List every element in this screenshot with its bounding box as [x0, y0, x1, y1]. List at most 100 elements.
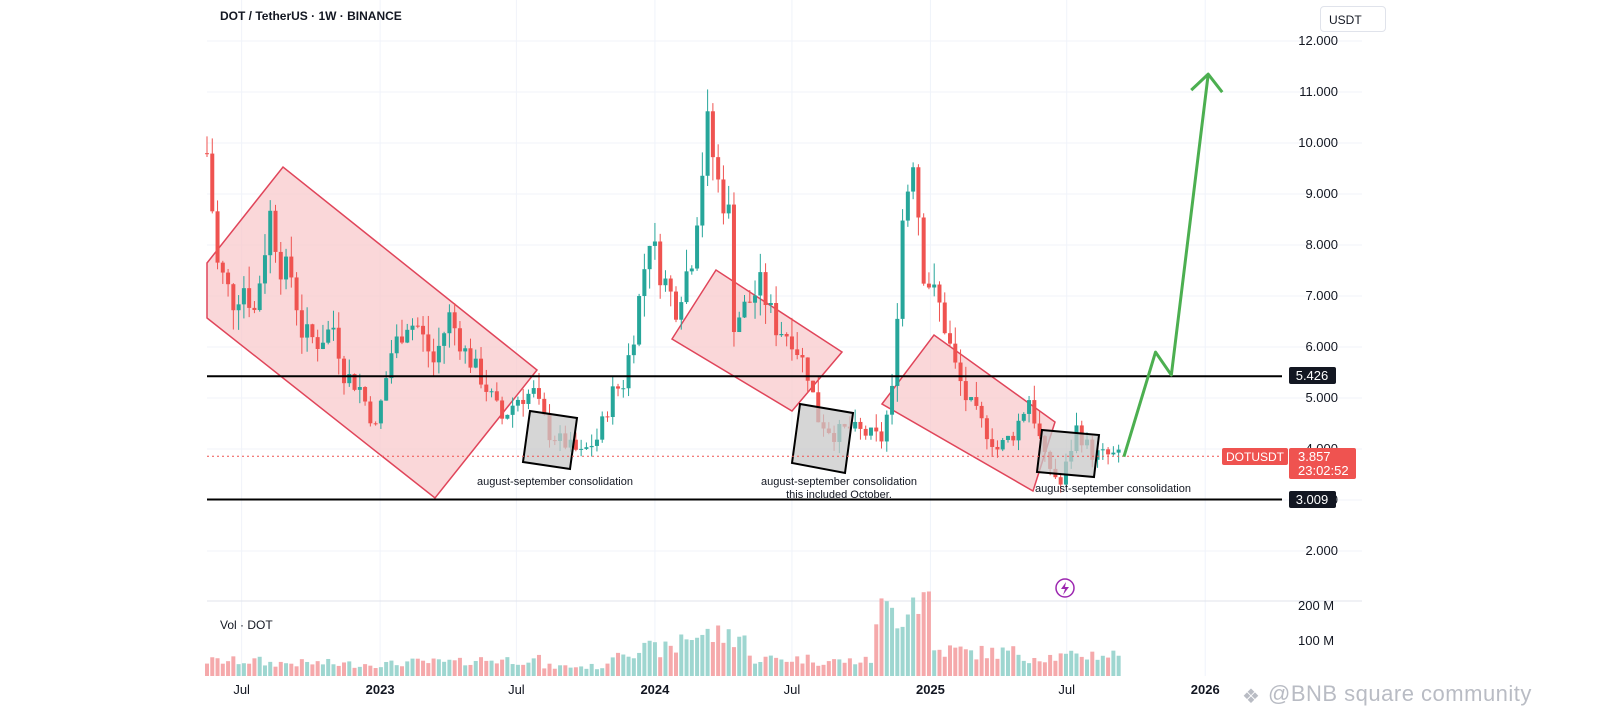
candle-body — [594, 439, 599, 446]
volume-tick-label: 100 M — [1298, 633, 1334, 648]
volume-bar — [1074, 653, 1079, 676]
volume-bar — [842, 662, 847, 676]
currency-unit-button[interactable]: USDT — [1320, 6, 1386, 32]
candle-body — [948, 333, 953, 344]
volume-bar — [510, 664, 515, 676]
x-tick-label: 2025 — [916, 682, 945, 697]
descending-channel — [670, 268, 844, 412]
candle-body — [890, 385, 895, 415]
volume-bar — [874, 624, 879, 676]
candle-body — [958, 362, 963, 382]
volume-bar — [995, 658, 1000, 676]
volume-bar — [948, 645, 953, 676]
volume-bar — [415, 658, 420, 676]
volume-bar — [210, 657, 215, 676]
candle-body — [226, 272, 231, 285]
candle-body — [310, 324, 315, 338]
volume-bar — [573, 667, 578, 676]
symbol-tag-label: DOTUSDT — [1226, 450, 1285, 464]
volume-bar — [452, 660, 457, 676]
volume-bar — [1095, 659, 1100, 676]
volume-bar — [257, 656, 262, 676]
volume-bar — [205, 663, 209, 676]
y-tick-label: 2.000 — [1305, 543, 1338, 558]
volume-pane-label: Vol · DOT — [220, 618, 273, 632]
candle-body — [621, 388, 626, 390]
resistance-price-label: 5.426 — [1296, 368, 1329, 383]
volume-bar — [494, 663, 499, 676]
candle-body — [679, 302, 684, 320]
y-tick-label: 9.000 — [1305, 186, 1338, 201]
candle-body — [663, 278, 668, 286]
candle-body — [421, 325, 426, 335]
volume-bar — [779, 659, 784, 676]
candle-body — [753, 295, 758, 303]
candle-body — [410, 325, 415, 330]
candle-body — [284, 256, 289, 280]
volume-bar — [447, 659, 452, 676]
x-tick-label: 2023 — [366, 682, 395, 697]
volume-bar — [262, 665, 267, 676]
volume-bar — [468, 664, 473, 676]
candle-body — [700, 175, 705, 226]
candle-body — [399, 336, 404, 343]
volume-bar — [558, 665, 563, 676]
volume-bar — [568, 667, 573, 676]
candle-body — [626, 355, 631, 389]
volume-bar — [721, 642, 726, 676]
volume-bar — [363, 664, 368, 676]
volume-bar — [884, 601, 889, 676]
volume-bar — [774, 657, 779, 676]
volume-bar — [536, 654, 541, 676]
candle-body — [926, 283, 931, 288]
candle-body — [426, 334, 431, 352]
volume-bar — [1042, 662, 1047, 676]
volume-bar — [394, 665, 399, 676]
candle-body — [299, 310, 304, 338]
volume-bar — [531, 658, 536, 676]
candle-body — [247, 288, 252, 308]
x-tick-label: Jul — [233, 682, 250, 697]
candle-body — [974, 397, 979, 406]
candle-body — [589, 445, 594, 448]
candle-body — [742, 301, 747, 318]
candle-body — [932, 284, 937, 288]
volume-bar — [858, 662, 863, 676]
candle-body — [953, 343, 958, 363]
volume-bar — [832, 659, 837, 676]
volume-bar — [911, 597, 916, 676]
volume-bar — [963, 649, 968, 676]
x-tick-label: Jul — [784, 682, 801, 697]
volume-bar — [605, 663, 610, 676]
candle-body — [726, 204, 731, 214]
volume-bar — [979, 645, 984, 676]
volume-bar — [758, 661, 763, 676]
candle-body — [320, 342, 325, 349]
volume-bar — [637, 652, 642, 676]
candle-body — [394, 336, 399, 354]
volume-bar — [631, 658, 636, 676]
volume-bar — [405, 661, 410, 676]
candle-body — [774, 303, 779, 336]
volume-bar — [410, 658, 415, 676]
volume-bar — [784, 661, 789, 676]
candle-body — [905, 191, 910, 221]
volume-bar — [241, 663, 246, 676]
candle-body — [763, 272, 768, 306]
annotation-text: august-september consolidation — [1035, 483, 1191, 495]
candle-body — [489, 391, 494, 393]
candle-body — [863, 428, 868, 436]
candle-body — [868, 427, 873, 436]
volume-bar — [726, 629, 731, 676]
volume-bar — [489, 660, 494, 676]
candle-body — [995, 446, 1000, 450]
candle-body — [942, 302, 947, 334]
chart-title: DOT / TetherUS · 1W · BINANCE — [220, 9, 402, 23]
candle-body — [1116, 449, 1121, 453]
volume-bar — [515, 664, 520, 676]
candle-body — [1011, 435, 1016, 441]
volume-bar — [1111, 650, 1116, 676]
annotation-text: august-september consolidation — [761, 476, 917, 488]
candle-body — [479, 358, 484, 385]
